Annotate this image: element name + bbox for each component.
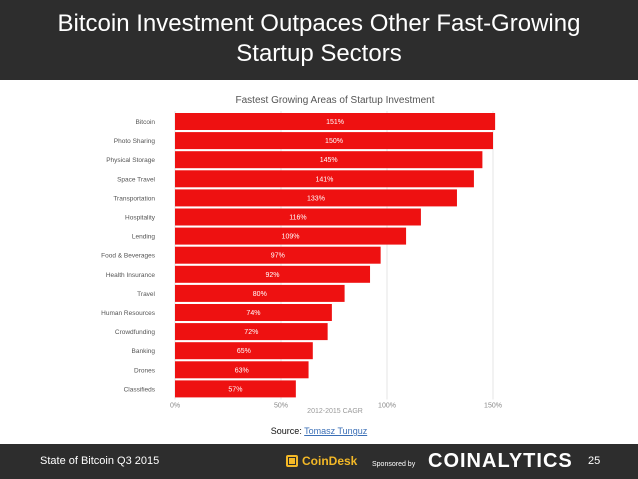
bar — [175, 342, 313, 360]
chart-title: Fastest Growing Areas of Startup Investm… — [236, 95, 435, 106]
data-label: 74% — [246, 310, 260, 317]
data-label: 109% — [282, 234, 300, 241]
category-label: Physical Storage — [106, 157, 155, 164]
page-number: 25 — [588, 455, 601, 467]
x-tick-label: 50% — [274, 403, 288, 410]
category-label: Human Resources — [101, 310, 156, 317]
coinalytics-logo: COINALYTICS — [428, 450, 573, 472]
category-label: Hospitality — [125, 215, 156, 222]
title-bar: Bitcoin Investment Outpaces Other Fast-G… — [0, 0, 638, 80]
category-label: Crowdfunding — [115, 329, 155, 336]
bar — [175, 265, 371, 283]
source-note: Source: Tomasz Tunguz — [0, 426, 638, 436]
bar — [175, 246, 381, 264]
sponsored-by-label: Sponsored by — [372, 461, 416, 468]
x-tick-label: 0% — [170, 403, 180, 410]
bar — [175, 132, 493, 150]
data-label: 116% — [289, 215, 306, 222]
bar — [175, 170, 474, 188]
category-label: Drones — [134, 367, 156, 374]
category-label: Bitcoin — [135, 119, 155, 126]
bar — [175, 151, 483, 169]
bar — [175, 227, 407, 245]
source-link[interactable]: Tomasz Tunguz — [304, 426, 368, 436]
slide-title: Bitcoin Investment Outpaces Other Fast-G… — [57, 10, 581, 67]
data-label: 97% — [271, 253, 285, 260]
coindesk-logo-text: CoinDesk — [302, 454, 358, 468]
x-axis-label: 2012-2015 CAGR — [307, 408, 363, 415]
data-label: 72% — [244, 329, 258, 336]
bar — [175, 304, 332, 321]
data-label: 141% — [316, 176, 334, 183]
bar — [175, 380, 296, 398]
data-label: 145% — [320, 157, 338, 164]
coindesk-icon — [286, 455, 298, 467]
data-label: 65% — [237, 348, 251, 355]
category-label: Health Insurance — [106, 272, 156, 279]
category-label: Transportation — [113, 195, 155, 202]
bar — [175, 208, 421, 226]
data-label: 63% — [235, 367, 249, 374]
data-label: 151% — [326, 119, 344, 126]
bar — [175, 113, 496, 130]
footer-deck-title: State of Bitcoin Q3 2015 — [40, 455, 160, 467]
footer-bar: State of Bitcoin Q3 2015 CoinDesk Sponso… — [0, 444, 638, 479]
category-label: Banking — [132, 348, 156, 355]
data-label: 92% — [266, 272, 280, 279]
category-label: Space Travel — [117, 176, 155, 183]
bar — [175, 323, 328, 341]
data-label: 150% — [325, 138, 343, 145]
x-tick-label: 150% — [484, 403, 502, 410]
category-label: Photo Sharing — [114, 138, 156, 145]
bar-chart: Fastest Growing Areas of Startup Investm… — [101, 95, 502, 415]
category-label: Food & Beverages — [101, 253, 156, 260]
coindesk-logo: CoinDesk — [286, 454, 357, 468]
source-label: Source: — [270, 426, 302, 436]
data-label: 133% — [307, 195, 325, 202]
category-label: Classifieds — [124, 386, 156, 393]
bar — [175, 284, 345, 302]
bar — [175, 361, 309, 379]
category-label: Travel — [137, 291, 155, 298]
data-label: 57% — [228, 386, 242, 393]
category-label: Lending — [132, 234, 156, 241]
data-label: 80% — [253, 291, 267, 298]
bar — [175, 189, 457, 207]
x-tick-label: 100% — [378, 403, 396, 410]
